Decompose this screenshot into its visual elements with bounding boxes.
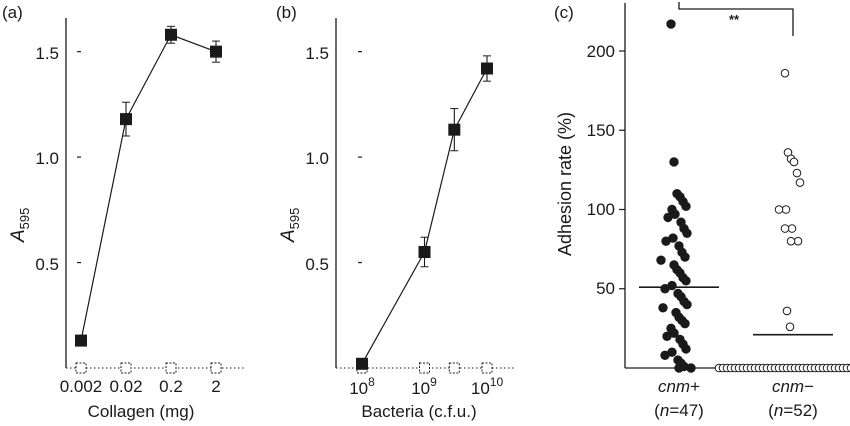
panel-c-ytick-100: 100: [587, 200, 615, 219]
panel-b-ytick-1.5: 1.5: [305, 44, 329, 63]
panel-b: (b) 1.5 1.0 0.5 108 109 1010 Bacteria (c…: [276, 3, 515, 421]
significance-stars: **: [729, 12, 740, 27]
panel-c-cnm-plus-point-36: [662, 331, 672, 341]
panel-b-x-axis-label: Bacteria (c.f.u.): [361, 402, 476, 421]
panel-a-xtick-0.002: 0.002: [60, 377, 103, 396]
panel-c-cnm-minus-point-3: [789, 157, 799, 167]
panel-c-cnm-plus-point-13: [661, 236, 671, 246]
panel-c-cnm-plus-point-39: [681, 344, 691, 354]
panel-c-cnm-plus-point-22: [681, 276, 691, 286]
panel-c: (c) 200 150 100 50 Adhesion rate (%) cnm…: [554, 2, 850, 420]
panel-c-cnm-minus-point-4: [792, 168, 802, 178]
panel-c-n-cnm-plus: (n=47): [654, 401, 704, 420]
panel-a-xtick-0.2: 0.2: [159, 377, 183, 396]
significance-bracket: [678, 2, 794, 36]
panel-c-n-cnm-minus: (n=52): [768, 401, 818, 420]
panel-a-data-point-1: [120, 113, 132, 126]
panel-c-cnm-minus-point-5: [795, 178, 805, 187]
panel-c-ytick-150: 150: [587, 121, 615, 140]
panel-c-y-axis-label: Adhesion rate (%): [555, 112, 575, 256]
panel-a-series-line: [80, 34, 217, 341]
panel-a-ytick-0.5: 0.5: [35, 255, 59, 274]
panel-c-category-cnm-plus: cnm+: [658, 377, 700, 396]
panel-b-control-point-1: [419, 362, 430, 374]
panel-a: (a) 1.5 1.0 0.5 0.002 0.02 0.2 2 Collage…: [2, 3, 245, 421]
panel-a-xtick-0.02: 0.02: [109, 377, 142, 396]
panel-a-ytick-1.5: 1.5: [35, 44, 59, 63]
panel-c-ytick-50: 50: [596, 279, 615, 298]
panel-a-control-point-2: [165, 362, 177, 374]
panel-b-data-point-1: [418, 246, 431, 258]
panel-c-cnm-plus-point-29: [658, 303, 668, 313]
panel-a-plot: [75, 25, 222, 374]
panel-c-cnm-minus-point-6: [781, 205, 791, 214]
panel-c-cnm-plus-point-5: [681, 201, 691, 212]
panel-c-cnm-plus-point-46: [686, 363, 696, 373]
panel-c-cnm-minus-point-12: [782, 306, 792, 316]
panel-c-cnm-plus-point-41: [660, 350, 670, 361]
panel-a-control-point-1: [120, 362, 132, 374]
panel-c-cnm-plus-point-17: [656, 255, 666, 265]
panel-c-cnm-minus-point-10: [793, 236, 803, 246]
panel-a-data-point-0: [75, 334, 87, 347]
panel-c-plot: [619, 19, 850, 373]
panel-a-ytick-1.0: 1.0: [35, 149, 59, 168]
panel-c-cnm-plus-point-8: [663, 212, 673, 223]
panel-c-cnm-plus-point-24: [660, 284, 670, 294]
panel-b-xtick-1e9: 109: [411, 375, 437, 398]
panel-c-cnm-plus-point-11: [682, 228, 692, 238]
panel-c-ytick-200: 200: [587, 42, 615, 61]
panel-c-cnm-plus-point-1: [669, 157, 679, 167]
panel-a-control-point-0: [75, 362, 87, 374]
panel-b-series-line: [361, 68, 488, 365]
panel-c-cnm-minus-point-0: [780, 68, 790, 78]
panel-b-control-point-3: [481, 362, 493, 374]
panel-c-cnm-plus-point-45: [674, 363, 684, 373]
panel-c-cnm-minus-point-11: [786, 236, 796, 246]
panel-a-data-point-2: [165, 28, 177, 41]
panel-b-ytick-1.0: 1.0: [305, 149, 329, 168]
panel-a-control-point-3: [210, 362, 222, 374]
panel-c-cnm-plus-point-33: [680, 318, 690, 329]
panel-c-cnm-minus-point-13: [785, 322, 795, 332]
panel-a-y-axis-label: A595: [8, 208, 32, 243]
panel-a-label: (a): [2, 3, 23, 22]
panel-a-x-axis-label: Collagen (mg): [88, 402, 195, 421]
panel-a-data-point-3: [210, 45, 222, 58]
panel-c-cnm-minus-point-7: [774, 205, 784, 214]
panel-c-label: (c): [554, 3, 574, 22]
panel-c-cnm-plus-point-16: [680, 252, 690, 262]
panel-c-cnm-minus-point-47: [846, 363, 850, 373]
panel-c-category-cnm-minus: cnm−: [772, 377, 814, 396]
panel-b-control-point-2: [448, 362, 460, 374]
panel-b-plot: [356, 51, 493, 374]
panel-b-label: (b): [276, 3, 297, 22]
panel-b-xtick-1e8: 108: [349, 375, 375, 398]
panel-c-cnm-plus-point-0: [666, 19, 676, 29]
panel-b-data-point-3: [481, 62, 493, 75]
panel-a-xtick-2: 2: [211, 377, 220, 396]
panel-b-ytick-0.5: 0.5: [305, 255, 329, 274]
panel-c-cnm-plus-point-28: [682, 299, 692, 310]
panel-c-cnm-minus-point-8: [787, 224, 797, 233]
panel-b-y-axis-label: A595: [278, 208, 302, 243]
panel-b-data-point-0: [356, 357, 368, 370]
panel-c-cnm-minus-point-9: [780, 224, 790, 233]
panel-b-data-point-2: [448, 123, 461, 136]
panel-b-xtick-1e10: 1010: [471, 375, 504, 398]
